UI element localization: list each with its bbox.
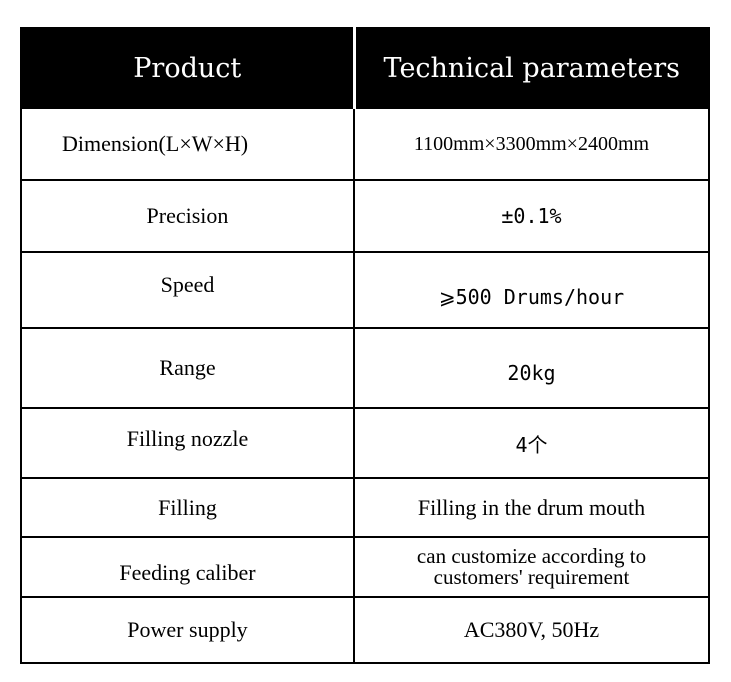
header-parameters: Technical parameters (353, 27, 710, 109)
table-row: Range 20kg (20, 327, 710, 409)
row-label: Precision (20, 179, 355, 253)
row-value: 4个 (353, 407, 710, 479)
row-label: Filling (20, 477, 355, 538)
header-product: Product (20, 27, 356, 109)
table-row: Power supply AC380V, 50Hz (20, 596, 710, 664)
row-label: Speed (20, 251, 355, 329)
table-row: Speed ⩾500 Drums/hour (20, 251, 710, 329)
row-value: 1100mm×3300mm×2400mm (353, 107, 710, 181)
row-value-line: can customize according to (416, 544, 647, 568)
table-row: Precision ±0.1% (20, 179, 710, 253)
row-label: Range (20, 327, 355, 409)
row-label: Feeding caliber (20, 536, 355, 598)
table-row: Feeding caliber can customize according … (20, 536, 710, 598)
row-label: Power supply (20, 596, 355, 664)
table-row: Filling nozzle 4个 (20, 407, 710, 479)
row-value: ⩾500 Drums/hour (353, 251, 710, 329)
spec-table: Product Technical parameters Dimension(L… (20, 27, 710, 664)
row-value: can customize according to customers' re… (353, 536, 710, 598)
table-row: Dimension(L×W×H) 1100mm×3300mm×2400mm (20, 107, 710, 181)
row-label: Dimension(L×W×H) (20, 107, 355, 181)
row-value: Filling in the drum mouth (353, 477, 710, 538)
row-value: AC380V, 50Hz (353, 596, 710, 664)
header-row: Product Technical parameters (20, 27, 710, 109)
table-row: Filling Filling in the drum mouth (20, 477, 710, 538)
row-value: 20kg (353, 327, 710, 409)
row-label: Filling nozzle (20, 407, 355, 479)
row-value: ±0.1% (353, 179, 710, 253)
row-value-line: customers' requirement (433, 565, 630, 589)
